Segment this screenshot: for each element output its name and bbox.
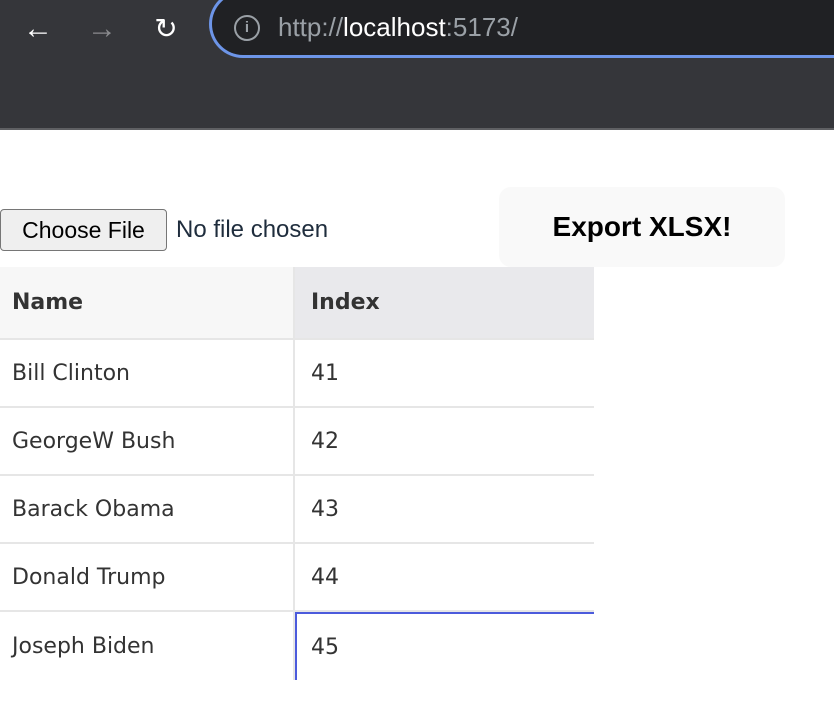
header-row: Name Index: [0, 267, 594, 340]
table-row: Bill Clinton 41: [0, 340, 594, 408]
name-cell[interactable]: Joseph Biden: [0, 612, 295, 680]
table-row: GeorgeW Bush 42: [0, 408, 594, 476]
reload-button[interactable]: ↻: [154, 13, 178, 44]
name-cell[interactable]: Donald Trump: [0, 544, 295, 610]
index-cell[interactable]: 42: [311, 428, 339, 454]
browser-toolbar: ← → ↻ i http://localhost:5173/: [0, 0, 834, 130]
file-status: No file chosen: [176, 216, 329, 243]
index-cell[interactable]: 44: [311, 564, 339, 590]
back-button[interactable]: ←: [23, 12, 53, 45]
data-grid: Name Index Bill Clinton 41 GeorgeW Bush 42 B…: [0, 267, 594, 680]
index-cell[interactable]: 45: [295, 612, 594, 680]
url-text: http://localhost:5173/: [278, 12, 518, 42]
name-cell[interactable]: Barack Obama: [0, 476, 295, 542]
table-row: Donald Trump 44: [0, 544, 594, 612]
forward-button[interactable]: →: [87, 12, 117, 45]
index-cell[interactable]: 41: [311, 360, 339, 386]
info-icon[interactable]: i: [234, 15, 260, 41]
name-cell[interactable]: Bill Clinton: [0, 340, 295, 406]
name-cell[interactable]: GeorgeW Bush: [0, 408, 295, 474]
address-bar[interactable]: i http://localhost:5173/: [209, 0, 834, 58]
table-row: Barack Obama 43: [0, 476, 594, 544]
export-xlsx-button[interactable]: Export XLSX!: [499, 187, 785, 267]
column-header-index[interactable]: Index: [295, 267, 594, 338]
index-cell[interactable]: 43: [311, 496, 339, 522]
column-header-name[interactable]: Name: [0, 267, 295, 338]
choose-file-button[interactable]: Choose File: [0, 209, 167, 251]
table-row: Joseph Biden 45: [0, 612, 594, 680]
